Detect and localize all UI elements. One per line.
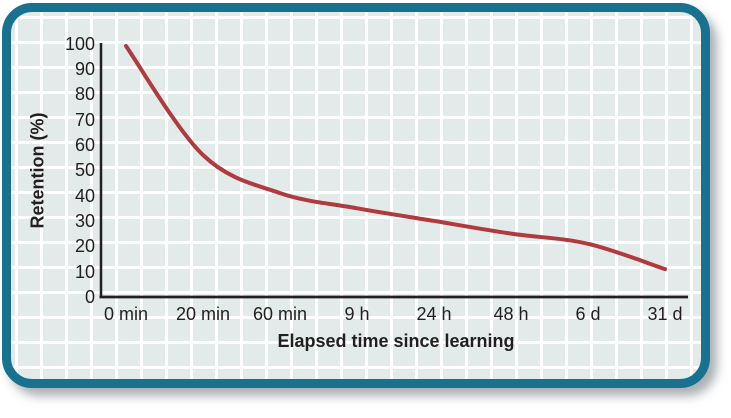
x-tick-label: 20 min bbox=[175, 304, 231, 324]
y-tick-label: 40 bbox=[74, 185, 95, 206]
y-tick-label: 90 bbox=[74, 58, 95, 79]
y-tick-label: 80 bbox=[74, 84, 95, 105]
y-tick-label: 100 bbox=[64, 33, 95, 54]
y-tick-label: 20 bbox=[74, 236, 95, 257]
y-tick-label: 0 bbox=[84, 287, 95, 307]
x-tick-label: 31 d bbox=[647, 304, 683, 324]
x-tick-label: 6 d bbox=[575, 304, 601, 324]
x-tick-label: 24 h bbox=[416, 304, 452, 324]
x-tick-label: 9 h bbox=[344, 304, 370, 324]
y-tick-label: 10 bbox=[74, 261, 95, 282]
y-axis-title: Retention (%) bbox=[27, 112, 48, 229]
y-tick-label: 30 bbox=[74, 210, 95, 231]
y-tick-label: 70 bbox=[74, 109, 95, 130]
y-tick-label: 50 bbox=[74, 160, 95, 181]
x-tick-label: 0 min bbox=[103, 304, 148, 324]
x-tick-label: 60 min bbox=[252, 304, 308, 324]
x-axis-title: Elapsed time since learning bbox=[277, 331, 515, 351]
y-tick-label: 60 bbox=[74, 134, 95, 155]
x-tick-label: 48 h bbox=[493, 304, 529, 324]
